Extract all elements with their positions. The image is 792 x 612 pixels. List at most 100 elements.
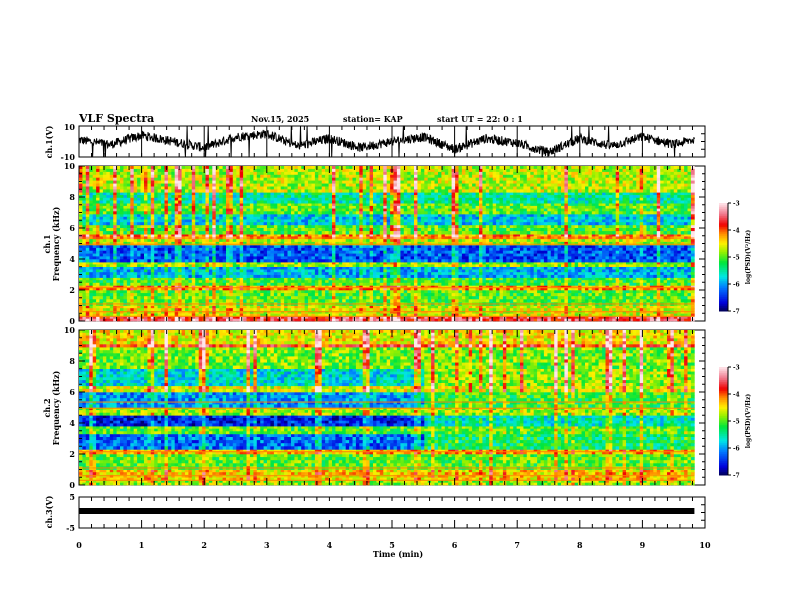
spectrogram-cell: [376, 313, 381, 317]
spectrogram-cell: [448, 282, 452, 286]
spectrogram-cell: [506, 266, 511, 270]
spectrogram-cell: [438, 318, 442, 322]
spectrogram-cell: [434, 247, 439, 251]
spectrogram-cell: [595, 256, 599, 260]
spectrogram-cell: [280, 272, 285, 276]
spectrogram-cell: [509, 299, 514, 303]
spectrogram-cell: [578, 264, 582, 267]
spectrogram-cell: [653, 305, 658, 309]
spectrogram-cell: [321, 247, 326, 251]
spectrogram-cell: [219, 296, 223, 300]
spectrogram-cell: [287, 269, 292, 273]
spectrogram-cell: [191, 250, 196, 254]
spectrogram-cell: [427, 287, 432, 291]
spectrogram-cell: [113, 282, 117, 286]
spectrogram-cell: [489, 310, 493, 314]
spectrogram-cell: [632, 299, 637, 303]
spectrogram-cell: [465, 256, 470, 260]
spectrogram-cell: [427, 313, 432, 317]
spectrogram-cell: [82, 272, 87, 276]
spectrogram-cell: [632, 250, 637, 254]
spectrogram-cell: [595, 287, 599, 291]
spectrogram-cell: [212, 313, 217, 317]
spectrogram-cell: [448, 269, 452, 273]
spectrogram-cell: [109, 313, 114, 317]
spectrogram-cell: [191, 287, 196, 291]
spectrogram-cell: [157, 280, 162, 284]
spectrogram-cell: [195, 305, 199, 309]
spectrogram-cell: [393, 310, 398, 314]
spectrogram-cell: [208, 262, 213, 265]
spectrogram-cell: [489, 250, 493, 254]
spectrogram-cell: [219, 290, 223, 294]
spectrogram-cell: [205, 299, 210, 303]
spectrogram-cell: [687, 318, 692, 322]
spectrogram-cell: [533, 262, 538, 265]
spectrogram-cell: [605, 274, 610, 278]
spectrogram-cell: [133, 262, 138, 265]
spectrogram-cell: [424, 245, 429, 249]
spectrogram-cell: [557, 318, 562, 322]
spectrogram-cell: [243, 282, 247, 286]
spectrogram-cell: [626, 305, 630, 309]
spectrogram-cell: [561, 296, 565, 300]
spectrogram-cell: [550, 269, 555, 273]
spectrogram-cell: [502, 290, 507, 294]
spectrogram-cell: [321, 296, 326, 300]
spectrogram-cell: [178, 266, 182, 270]
spectrogram-cell: [263, 282, 268, 286]
spectrogram-cell: [379, 264, 384, 267]
spectrogram-cell: [690, 308, 695, 312]
spectrogram-cell: [407, 266, 411, 270]
spectrogram-cell: [383, 318, 388, 322]
spectrogram-cell: [379, 310, 384, 314]
spectrogram-cell: [369, 305, 374, 309]
spectrogram-cell: [236, 316, 241, 319]
spectrogram-cell: [212, 318, 217, 322]
spectrogram-cell: [574, 299, 579, 303]
spectrogram-cell: [410, 308, 415, 312]
spectrogram-cell: [400, 308, 405, 312]
spectrogram-cell: [174, 290, 179, 294]
spectrogram-cell: [188, 310, 193, 314]
spectrogram-cell: [205, 285, 210, 288]
spectrogram-cell: [308, 245, 312, 249]
spectrogram-cell: [219, 318, 223, 322]
spectrogram-cell: [137, 259, 141, 263]
spectrogram-cell: [489, 277, 493, 281]
spectrogram-cell: [458, 313, 463, 317]
spectrogram-cell: [294, 296, 299, 300]
spectrogram-cell: [321, 293, 326, 297]
spectrogram-cell: [499, 318, 504, 322]
spectrogram-cell: [133, 290, 138, 294]
spectrogram-cell: [667, 266, 671, 270]
spectrogram-cell: [554, 250, 558, 254]
spectrogram-cell: [291, 296, 295, 300]
spectrogram-cell: [383, 274, 388, 278]
spectrogram-cell: [458, 280, 463, 284]
spectrogram-cell: [393, 316, 398, 319]
spectrogram-cell: [533, 299, 538, 303]
spectrogram-cell: [297, 245, 302, 249]
spectrogram-cell: [188, 290, 193, 294]
spectrogram-cell: [670, 310, 675, 314]
spectrogram-cell: [649, 269, 654, 273]
spectrogram-cell: [677, 245, 682, 249]
spectrogram-cell: [311, 316, 316, 319]
spectrogram-cell: [629, 247, 634, 251]
spectrogram-cell: [636, 269, 640, 273]
spectrogram-cell: [581, 285, 586, 288]
spectrogram-cell: [564, 247, 569, 251]
spectrogram-cell: [543, 272, 548, 276]
spectrogram-cell: [684, 269, 688, 273]
spectrogram-cell: [591, 277, 596, 281]
spectrogram-cell: [270, 266, 275, 270]
spectrogram-cell: [215, 262, 220, 265]
spectrogram-cell: [355, 299, 360, 303]
spectrogram-cell: [215, 313, 220, 317]
spectrogram-cell: [140, 259, 145, 263]
spectrogram-cell: [332, 299, 336, 303]
spectrogram-cell: [102, 305, 107, 309]
spectrogram-cell: [379, 269, 384, 273]
spectrogram-cell: [161, 299, 165, 303]
